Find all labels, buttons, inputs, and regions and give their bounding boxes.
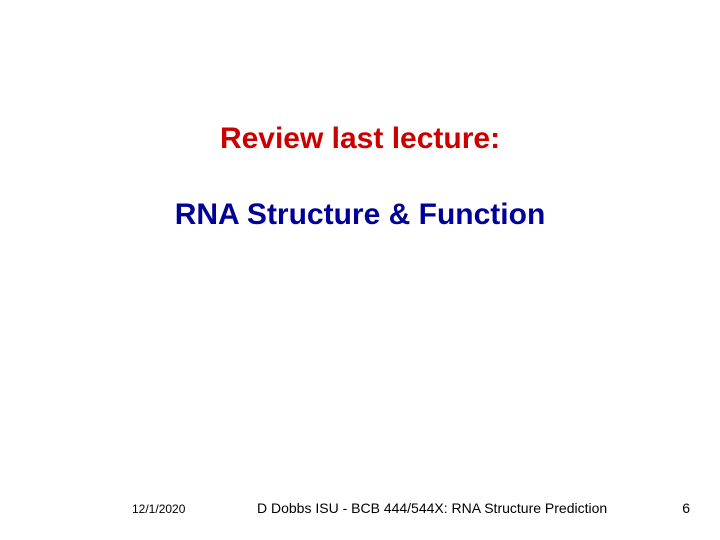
slide-subtitle: RNA Structure & Function — [0, 198, 720, 232]
slide-title: Review last lecture: — [0, 122, 720, 156]
footer-date: 12/1/2020 — [132, 502, 185, 516]
footer-center-text: D Dobbs ISU - BCB 444/544X: RNA Structur… — [257, 500, 607, 516]
footer-page-number: 6 — [682, 500, 690, 516]
